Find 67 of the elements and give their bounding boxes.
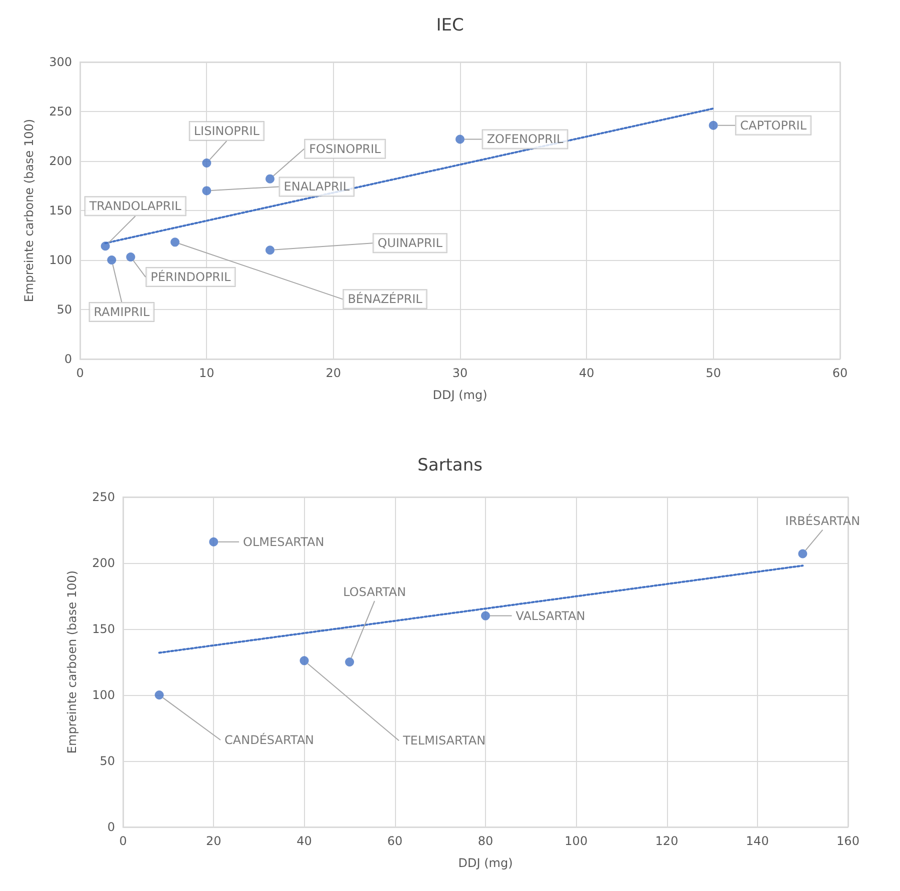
x-tick-label: 120: [655, 834, 678, 848]
x-tick-label: 60: [832, 366, 848, 380]
x-tick-label: 30: [452, 366, 468, 380]
y-tick-label: 200: [49, 154, 72, 168]
annotation: ENALAPRIL: [284, 180, 350, 194]
point: [209, 537, 218, 546]
x-tick-label: 40: [296, 834, 312, 848]
x-tick-label: 160: [836, 834, 860, 848]
y-tick-label: 100: [92, 688, 115, 702]
annotation: PÉRINDOPRIL: [150, 269, 232, 284]
x-tick-label: 0: [76, 366, 84, 380]
y-tick-label: 250: [49, 104, 72, 118]
x-tick-label: 80: [478, 834, 494, 848]
annotation: IRBÉSARTAN: [785, 512, 860, 528]
y-axis-title: Empreinte carboen (base 100): [65, 570, 79, 754]
point: [170, 238, 180, 247]
point: [300, 656, 309, 666]
y-tick-label: 300: [49, 55, 72, 69]
annotation: TELMISARTAN: [402, 734, 486, 748]
x-tick-label: 40: [579, 366, 594, 380]
point: [266, 246, 274, 255]
x-tick-label: 0: [119, 834, 127, 848]
point: [202, 186, 212, 196]
annotation: OLMESARTAN: [243, 534, 324, 549]
point: [107, 256, 116, 264]
point: [481, 611, 490, 620]
y-axis-title: Empreinte carbone (base 100): [22, 118, 36, 302]
y-tick-label: 50: [56, 302, 72, 316]
point: [708, 120, 718, 130]
x-tick-label: 50: [706, 366, 721, 380]
y-tick-label: 100: [49, 253, 72, 267]
annotation: BÉNAZÉPRIL: [348, 291, 423, 306]
point: [456, 134, 464, 144]
x-tick-label: 60: [387, 834, 403, 848]
chart-title: Sartans: [418, 456, 483, 476]
annotation: FOSINOPRIL: [309, 142, 382, 156]
annotation: VALSARTAN: [516, 608, 586, 623]
x-axis-title: DDJ (mg): [458, 856, 513, 870]
y-tick-label: 0: [64, 352, 72, 366]
annotation: TRANDOLAPRIL: [88, 199, 182, 214]
y-tick-label: 200: [92, 556, 115, 570]
point: [798, 549, 808, 558]
annotation: LISINOPRIL: [194, 124, 260, 138]
y-tick-label: 50: [100, 754, 115, 768]
point: [126, 252, 136, 262]
x-tick-label: 140: [746, 834, 769, 848]
point: [100, 242, 110, 251]
y-tick-label: 150: [49, 204, 72, 218]
y-tick-label: 0: [107, 820, 115, 834]
y-tick-label: 250: [92, 490, 115, 504]
x-tick-label: 20: [326, 366, 341, 380]
annotation: LOSARTAN: [343, 585, 406, 599]
annotation: RAMIPRIL: [94, 305, 150, 319]
annotation: CAPTOPRIL: [740, 118, 807, 132]
point: [345, 658, 354, 666]
chart-title: IEC: [436, 16, 464, 36]
point: [266, 174, 274, 184]
point: [202, 158, 212, 168]
x-tick-label: 20: [206, 834, 222, 848]
y-tick-label: 150: [92, 622, 115, 636]
x-axis-title: DDJ (mg): [432, 388, 488, 402]
x-tick-label: 100: [564, 834, 588, 848]
annotation: CANDÉSARTAN: [224, 732, 314, 747]
annotation: QUINAPRIL: [378, 236, 443, 250]
point: [154, 690, 164, 700]
annotation: ZOFENOPRIL: [486, 132, 564, 146]
x-tick-label: 10: [199, 366, 214, 380]
